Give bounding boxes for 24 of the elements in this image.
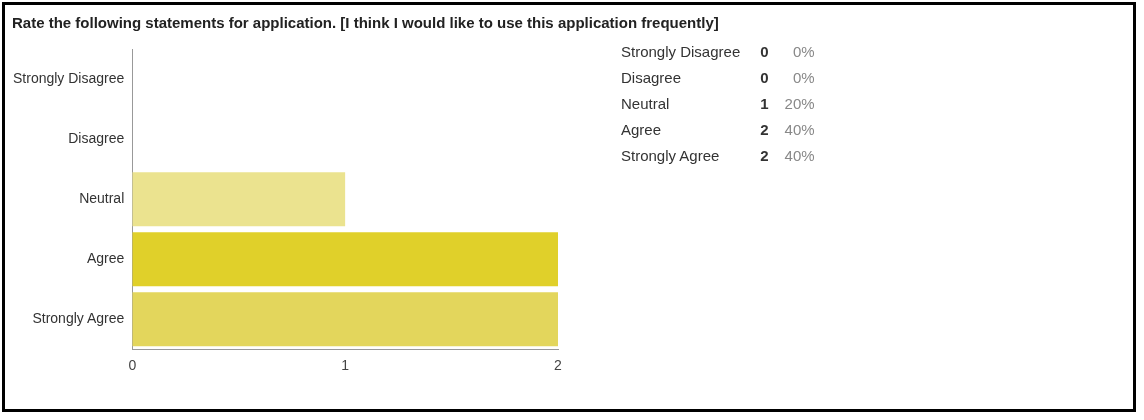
- text: 0%: [791, 68, 816, 88]
- chart-title: Rate the following statements for application. [I think I would like to use this application frequently]: [12, 14, 719, 31]
- text: Strongly Agree: [620, 146, 721, 166]
- text: 40%: [783, 146, 816, 166]
- text: 40%: [783, 120, 816, 140]
- text: 20%: [783, 94, 816, 114]
- text: 2: [759, 120, 770, 140]
- y-tick-label: Neutral: [79, 190, 125, 207]
- text: Strongly Disagree: [620, 42, 742, 62]
- text: 1: [759, 94, 770, 114]
- x-tick-label: 0: [128, 357, 137, 374]
- x-tick-label: 1: [341, 357, 350, 374]
- text: Agree: [620, 120, 663, 140]
- y-tick-label: Agree: [86, 250, 125, 267]
- text: 2: [759, 146, 770, 166]
- x-tick-label: 2: [554, 357, 563, 374]
- text: 0: [759, 68, 770, 88]
- text: Disagree: [620, 68, 683, 88]
- text: 0%: [791, 42, 816, 62]
- y-tick-label: Strongly Agree: [32, 310, 125, 327]
- text: 0: [759, 42, 770, 62]
- text: Neutral: [620, 94, 671, 114]
- y-tick-label: Strongly Disagree: [12, 70, 125, 87]
- y-tick-label: Disagree: [68, 130, 125, 147]
